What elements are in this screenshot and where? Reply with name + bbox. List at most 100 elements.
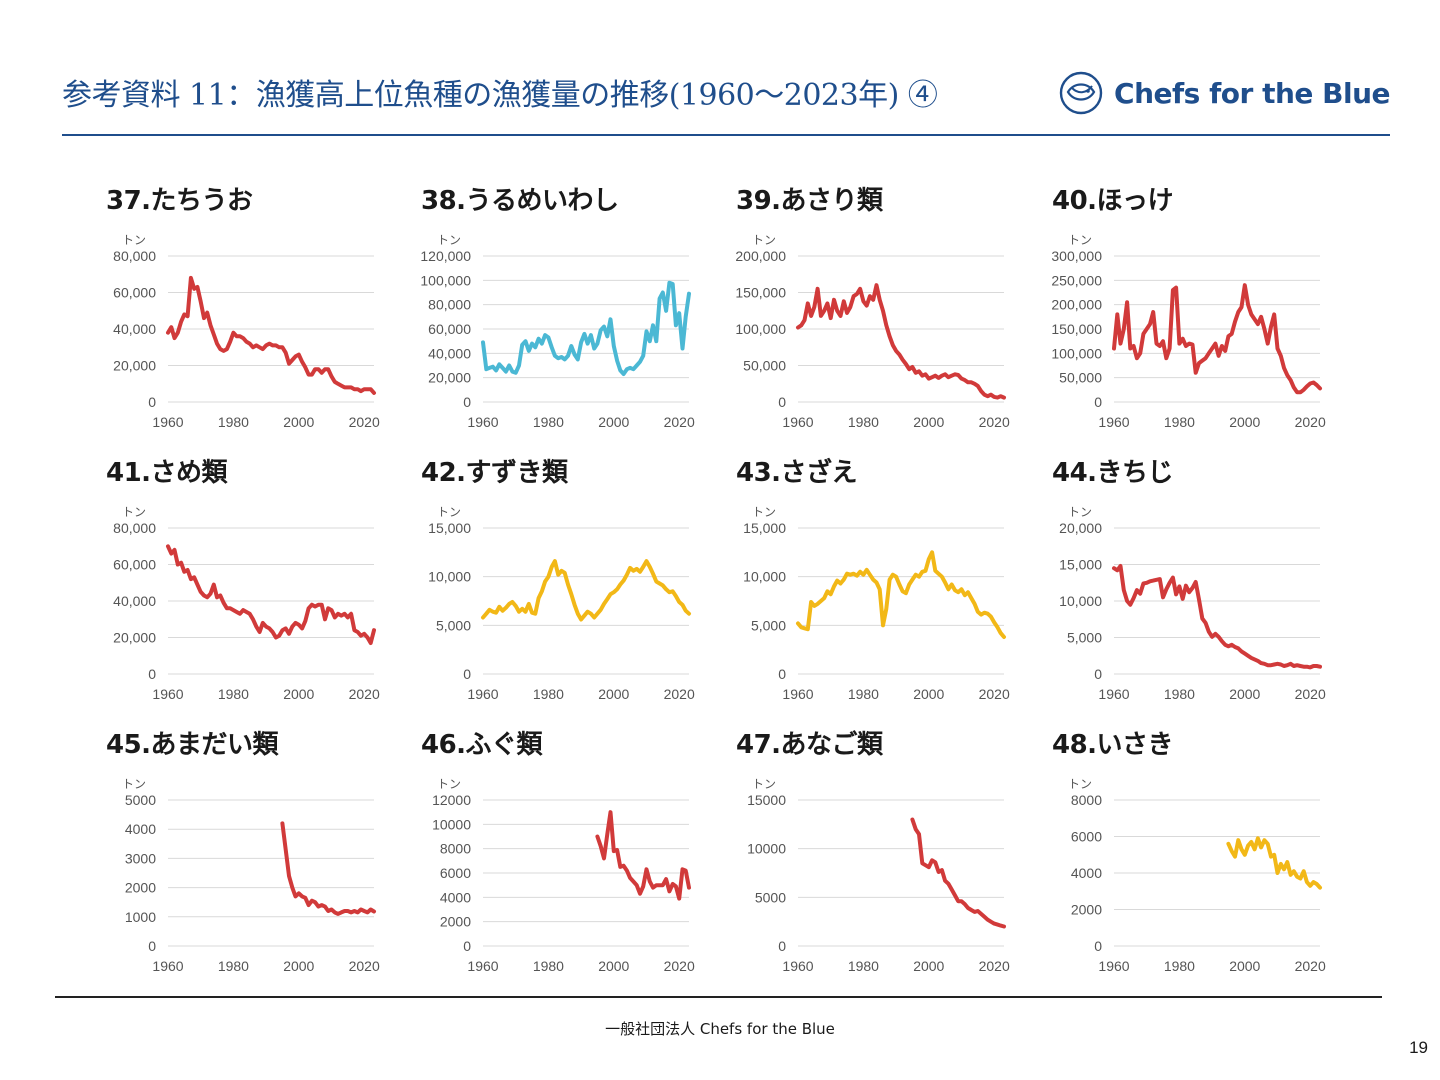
x-tick-label: 2000 [913, 414, 944, 430]
series-line [796, 283, 1006, 400]
x-tick-label: 2000 [913, 686, 944, 702]
y-axis-unit: トン [1068, 505, 1092, 519]
x-tick-label: 1980 [533, 958, 564, 974]
y-tick-label: 15,000 [428, 520, 471, 536]
series-line [1112, 283, 1322, 395]
y-tick-label: 20,000 [1059, 520, 1102, 536]
y-axis-unit: トン [1068, 777, 1092, 791]
x-tick-label: 2000 [283, 414, 314, 430]
y-tick-label: 0 [463, 938, 471, 954]
x-tick-label: 1980 [848, 686, 879, 702]
y-tick-label: 1000 [125, 909, 156, 925]
x-tick-label: 1960 [467, 414, 498, 430]
y-tick-label: 0 [148, 938, 156, 954]
header: 参考資料 11：漁獲高上位魚種の漁獲量の推移(1960～2023年) ④ Che… [62, 60, 1390, 136]
chart-panel: 43.さざえ トン 15,000 10,000 5,000 0 1960 1980 2000 20… [730, 452, 1030, 712]
fish-logo-icon [1059, 71, 1103, 115]
x-tick-label: 2000 [1229, 414, 1260, 430]
y-tick-label: 40,000 [113, 321, 156, 337]
x-tick-label: 2020 [979, 958, 1010, 974]
y-axis-unit: トン [437, 505, 461, 519]
y-tick-label: 0 [1094, 938, 1102, 954]
series-line [796, 550, 1006, 639]
y-axis-unit: トン [1068, 233, 1092, 247]
y-axis-unit: トン [122, 233, 146, 247]
y-tick-label: 0 [778, 394, 786, 410]
chart-panel: 39.あさり類 トン 200,000 150,000 100,000 50,000 0 196… [730, 180, 1030, 440]
y-tick-label: 0 [778, 938, 786, 954]
series-line [280, 821, 376, 916]
y-tick-label: 0 [1094, 394, 1102, 410]
chart-title: 41.さめ類 [106, 458, 228, 488]
chart-title: 38.うるめいわし [421, 186, 619, 216]
x-tick-label: 2020 [1295, 958, 1326, 974]
y-axis-unit: トン [752, 777, 776, 791]
logo: Chefs for the Blue [1058, 70, 1390, 116]
chart-panel: 44.きちじ トン 20,000 15,000 10,000 5,000 0 1960 1980… [1046, 452, 1346, 712]
y-tick-label: 0 [463, 666, 471, 682]
y-tick-label: 15000 [747, 792, 786, 808]
y-tick-label: 5000 [755, 889, 786, 905]
x-tick-label: 2000 [913, 958, 944, 974]
y-axis-unit: トン [122, 777, 146, 791]
y-axis-unit: トン [752, 505, 776, 519]
y-tick-label: 100,000 [1051, 345, 1102, 361]
series-line [166, 544, 376, 645]
x-tick-label: 2000 [1229, 958, 1260, 974]
chart-title: 40.ほっけ [1052, 186, 1174, 216]
chart-title: 45.あまだい類 [106, 730, 279, 760]
series-line [1112, 564, 1322, 670]
x-tick-label: 1980 [218, 686, 249, 702]
x-tick-label: 2020 [979, 414, 1010, 430]
x-tick-label: 1980 [1164, 958, 1195, 974]
y-tick-label: 0 [148, 394, 156, 410]
chart-panel: 38.うるめいわし トン 120,000 100,000 80,000 60,000 40,… [415, 180, 715, 440]
chart-panel: 47.あなご類 トン 15000 10000 5000 0 1960 1980 2000 2020 [730, 724, 1030, 984]
y-tick-label: 10000 [747, 841, 786, 857]
chart-title: 48.いさき [1052, 730, 1174, 760]
x-tick-label: 1980 [848, 414, 879, 430]
y-tick-label: 120,000 [420, 248, 471, 264]
x-tick-label: 1960 [782, 958, 813, 974]
chart-panel: 40.ほっけ トン 300,000 250,000 200,000 150,000 100,… [1046, 180, 1346, 440]
y-tick-label: 5,000 [436, 617, 471, 633]
y-tick-label: 4000 [125, 821, 156, 837]
series-line [481, 559, 691, 622]
y-tick-label: 300,000 [1051, 248, 1102, 264]
x-tick-label: 1980 [1164, 414, 1195, 430]
x-tick-label: 2020 [664, 958, 695, 974]
chart-panel: 46.ふぐ類 トン 12000 10000 8000 6000 4000 2000 0 1960 1… [415, 724, 715, 984]
y-tick-label: 10,000 [428, 569, 471, 585]
x-tick-label: 2000 [598, 414, 629, 430]
y-tick-label: 10,000 [743, 569, 786, 585]
y-tick-label: 2000 [125, 880, 156, 896]
x-tick-label: 1960 [152, 414, 183, 430]
y-axis-unit: トン [122, 505, 146, 519]
x-tick-label: 2020 [349, 958, 380, 974]
x-tick-label: 2000 [598, 958, 629, 974]
y-tick-label: 150,000 [735, 285, 786, 301]
y-tick-label: 40,000 [113, 593, 156, 609]
logo-text: Chefs for the Blue [1114, 76, 1390, 110]
page-title: 参考資料 11：漁獲高上位魚種の漁獲量の推移(1960～2023年) ④ [62, 78, 938, 113]
y-axis-unit: トン [437, 233, 461, 247]
x-tick-label: 1980 [218, 958, 249, 974]
x-tick-label: 2020 [1295, 414, 1326, 430]
chart-panel: 41.さめ類 トン 80,000 60,000 40,000 20,000 0 1960 198… [100, 452, 400, 712]
x-tick-label: 2000 [598, 686, 629, 702]
x-tick-label: 1960 [467, 686, 498, 702]
y-tick-label: 6000 [1071, 829, 1102, 845]
y-tick-label: 8000 [440, 841, 471, 857]
footer-divider [55, 996, 1382, 998]
series-line [910, 817, 1006, 929]
x-tick-label: 1960 [152, 686, 183, 702]
y-tick-label: 40,000 [428, 345, 471, 361]
y-tick-label: 20,000 [428, 370, 471, 386]
y-tick-label: 12000 [432, 792, 471, 808]
x-tick-label: 2000 [1229, 686, 1260, 702]
